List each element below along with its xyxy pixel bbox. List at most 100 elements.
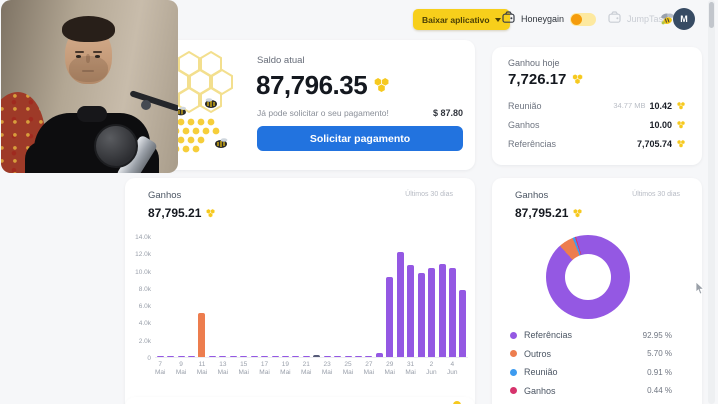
legend-item[interactable]: Ganhos 0.44 % [510, 385, 672, 397]
x-tick-label [374, 361, 384, 377]
legend-value: 0.44 % [647, 386, 672, 395]
x-tick-label: 11 Mai [196, 361, 208, 377]
bar[interactable] [323, 356, 331, 357]
bar[interactable] [334, 356, 342, 357]
bar[interactable] [344, 356, 352, 357]
x-tick-label: 7 Mai [155, 361, 166, 377]
chart-period: Últimos 30 dias [405, 191, 453, 198]
breakdown-value: 10.00 [649, 119, 672, 130]
bar[interactable] [459, 290, 467, 357]
bar-slot [426, 236, 436, 357]
chart-total: 87,795.21 [148, 206, 216, 220]
bar[interactable] [250, 356, 258, 357]
bar-slot [207, 236, 217, 357]
bar-plot-area [155, 237, 468, 358]
bar[interactable] [302, 356, 310, 357]
request-payment-button[interactable]: Solicitar pagamento [257, 126, 463, 151]
scrollbar-track[interactable] [708, 0, 715, 404]
bar[interactable] [219, 356, 227, 357]
honeygain-label: Honeygain [521, 14, 565, 24]
bar-slot [155, 236, 165, 357]
y-tick-label: 14.0k [135, 234, 151, 241]
bar[interactable] [417, 273, 425, 357]
honey-credits-icon [205, 208, 216, 219]
legend-label: Reunião [524, 367, 558, 377]
avatar[interactable]: M [673, 8, 695, 30]
y-tick-label: 4.0k [138, 320, 151, 328]
bar[interactable] [167, 356, 175, 357]
x-tick-label: 19 Mai [280, 361, 291, 377]
bar[interactable] [261, 356, 269, 357]
honey-credits-icon [572, 208, 583, 219]
x-tick-label [249, 361, 259, 377]
bar[interactable] [188, 356, 196, 357]
bar-slot [291, 236, 301, 357]
bar[interactable] [292, 356, 300, 357]
bar-slot [322, 236, 332, 357]
bar[interactable] [240, 356, 248, 357]
bar[interactable] [407, 265, 415, 357]
x-tick-label: 25 Mai [342, 361, 354, 377]
earned-today-card: Ganhou hoje 7,726.17 Reunião 34.77 MB 10… [492, 47, 702, 165]
legend-item[interactable]: Reunião 0.91 % [510, 366, 672, 378]
bar-slot [437, 236, 447, 357]
bar[interactable] [229, 356, 237, 357]
x-tick-label [186, 361, 196, 377]
bar[interactable] [365, 356, 373, 357]
honey-credits-icon [372, 76, 391, 95]
bar[interactable] [355, 356, 363, 357]
legend-value: 5.70 % [647, 349, 672, 358]
bar-slot [186, 236, 196, 357]
bar-slot [374, 236, 384, 357]
bar[interactable] [448, 268, 456, 357]
x-tick-label [270, 361, 280, 377]
honeygain-wallet-icon [502, 10, 515, 28]
bar[interactable] [198, 312, 206, 357]
bar[interactable] [177, 356, 185, 357]
bar-slot [259, 236, 269, 357]
bar-slot [218, 236, 228, 357]
bar-slot [197, 236, 207, 357]
webcam-overlay [1, 0, 178, 173]
legend-item[interactable]: Referências 92.95 % [510, 329, 672, 341]
microphone-head [94, 124, 138, 168]
y-tick-label: 8.0k [138, 285, 151, 293]
bar[interactable] [271, 356, 279, 357]
bee-icon[interactable] [659, 12, 676, 31]
bar[interactable] [208, 356, 216, 357]
earned-today-amount: 7,726.17 [508, 71, 584, 88]
chart-title: Ganhos [515, 190, 549, 201]
bar[interactable] [386, 276, 394, 357]
bar-slot [343, 236, 353, 357]
legend-dot [510, 387, 517, 394]
download-app-button[interactable]: Baixar aplicativo [413, 9, 510, 30]
y-axis: 14.0k 12.0k 10.0k 8.0k 6.0k 4.0k 2.0k 0 [127, 234, 151, 362]
legend-item[interactable]: Outros 5.70 % [510, 348, 672, 360]
honey-credits-icon [571, 73, 584, 86]
x-tick-label [395, 361, 405, 377]
x-tick-label [312, 361, 322, 377]
bar[interactable] [428, 268, 436, 357]
bar[interactable] [313, 355, 321, 357]
breakdown-label: Ganhos [508, 119, 540, 130]
honey-credits-icon [676, 139, 686, 149]
chart-period: Últimos 30 dias [632, 191, 680, 198]
bar-slot [176, 236, 186, 357]
scrollbar-thumb[interactable] [709, 2, 714, 28]
x-tick-label: 31 Mai [405, 361, 416, 377]
bar[interactable] [396, 251, 404, 357]
legend-dot [510, 368, 517, 376]
honeygain-toggle[interactable] [570, 12, 597, 26]
bar[interactable] [281, 356, 289, 357]
x-tick-label: 27 Mai [363, 361, 375, 377]
bar[interactable] [375, 353, 383, 357]
x-tick-label: 23 Mai [321, 361, 333, 377]
person-hair [62, 16, 115, 42]
breakdown-label: Reunião [508, 100, 542, 111]
donut-chart[interactable] [546, 235, 630, 319]
bar[interactable] [156, 356, 164, 357]
earnings-chart-card: Ganhos Últimos 30 dias 87,795.21 14.0k 12… [125, 178, 475, 404]
bar[interactable] [438, 264, 446, 357]
earned-today-breakdown: Reunião 34.77 MB 10.42 Ganhos 10.00 Refe… [508, 96, 686, 153]
